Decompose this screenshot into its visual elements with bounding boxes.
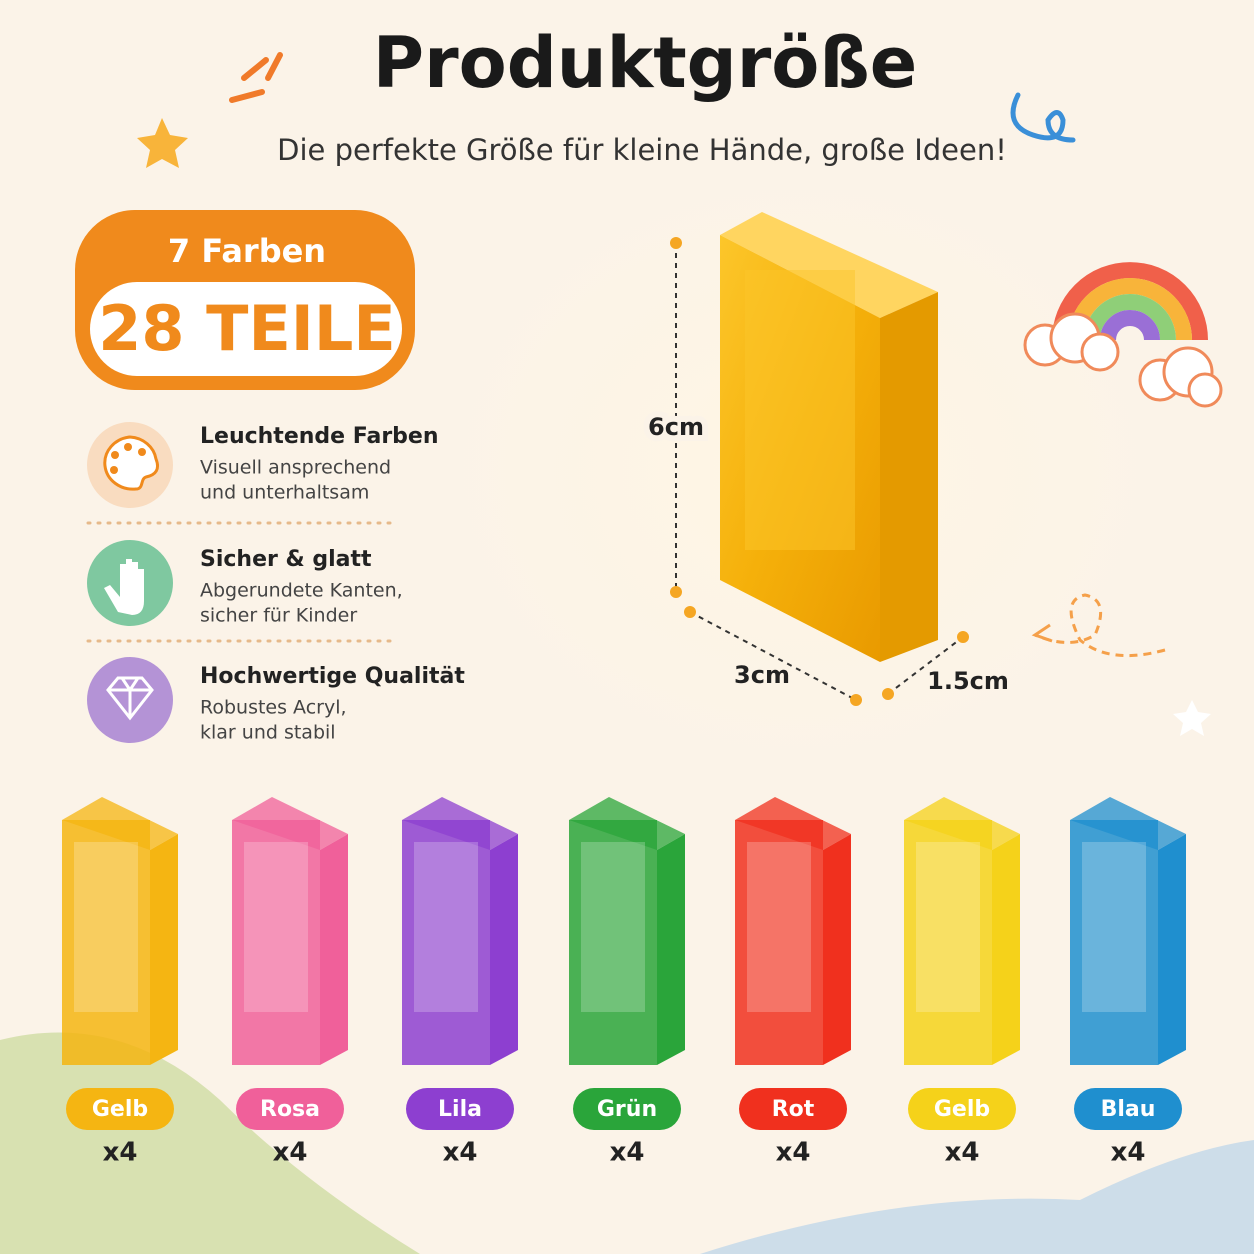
color-pill <box>908 1088 1016 1130</box>
block-shine <box>916 842 980 1012</box>
block-side <box>823 834 851 1065</box>
block-side <box>657 834 685 1065</box>
color-pill <box>236 1088 344 1130</box>
dimension-dots <box>670 237 969 706</box>
color-pill <box>66 1088 174 1130</box>
feature-text: sicher für Kinder <box>200 605 357 627</box>
block-shine <box>1082 842 1146 1012</box>
color-label: Rot <box>772 1097 815 1122</box>
dim-depth: 1.5cm <box>927 667 1009 695</box>
corner-wave <box>0 1032 420 1254</box>
block-side <box>1158 834 1186 1065</box>
color-count: x4 <box>103 1138 138 1168</box>
block-front <box>62 820 150 1065</box>
block-shine <box>244 842 308 1012</box>
subtitle: Die perfekte Größe für kleine Hände, gro… <box>277 133 1007 167</box>
feature-text: klar und stabil <box>200 722 336 744</box>
color-label: Grün <box>597 1097 657 1122</box>
color-label: Lila <box>438 1097 482 1122</box>
dim-height: 6cm <box>648 413 704 441</box>
badge-inner <box>90 282 402 376</box>
block-shine <box>745 270 855 550</box>
feature-text: und unterhaltsam <box>200 482 369 504</box>
corner-wave <box>700 1140 1254 1254</box>
dim-width: 3cm <box>734 661 790 689</box>
color-pill <box>573 1088 681 1130</box>
block-shine <box>414 842 478 1012</box>
star <box>1173 700 1211 736</box>
color-count: x4 <box>610 1138 645 1168</box>
block-front <box>735 820 823 1065</box>
color-count: x4 <box>1111 1138 1146 1168</box>
feature-title: Hochwertige Qualität <box>200 664 465 689</box>
color-label: Rosa <box>260 1097 320 1122</box>
feature-text: Robustes Acryl, <box>200 697 347 719</box>
color-label: Gelb <box>934 1097 990 1122</box>
cloud <box>1023 312 1223 408</box>
color-pill <box>1074 1088 1182 1130</box>
color-list: Gelb x4 Rosa x4 Lila x4 Grün x4 Rot x4 Gelb x4 Blau x… <box>62 797 1186 1168</box>
dimension-lines <box>675 243 964 701</box>
star <box>137 118 188 168</box>
diamond <box>106 676 154 721</box>
block-shine <box>74 842 138 1012</box>
block-shine <box>747 842 811 1012</box>
block-front <box>904 820 992 1065</box>
block-front <box>402 820 490 1065</box>
block-side <box>992 834 1020 1065</box>
badge-top: 7 Farben <box>168 232 326 270</box>
feature-text: Visuell ansprechend <box>200 457 391 479</box>
dashed-arrow <box>1034 593 1166 658</box>
color-count: x4 <box>273 1138 308 1168</box>
color-count: x4 <box>443 1138 478 1168</box>
feature-title: Sicher & glatt <box>200 547 372 572</box>
block-front <box>569 820 657 1065</box>
title: Produktgröße <box>373 22 917 104</box>
block-side <box>490 834 518 1065</box>
swirl <box>1010 92 1076 143</box>
block-front <box>232 820 320 1065</box>
block-side <box>880 292 938 662</box>
color-pill <box>739 1088 847 1130</box>
hand <box>104 559 144 615</box>
color-pill <box>406 1088 514 1130</box>
block-top <box>720 212 938 318</box>
palette-dots <box>110 443 146 474</box>
feature-text: Abgerundete Kanten, <box>200 580 403 602</box>
color-label: Blau <box>1101 1097 1156 1122</box>
features: Leuchtende Farben Visuell ansprechend und … <box>200 424 465 744</box>
feature-title: Leuchtende Farben <box>200 424 439 449</box>
block-side <box>150 834 178 1065</box>
block-side <box>320 834 348 1065</box>
color-count: x4 <box>776 1138 811 1168</box>
arrow-head <box>1031 623 1053 643</box>
color-label: Gelb <box>92 1097 148 1122</box>
color-count: x4 <box>945 1138 980 1168</box>
block-front <box>1070 820 1158 1065</box>
block-shine <box>581 842 645 1012</box>
badge-main: 28 TEILE <box>98 292 395 365</box>
sparkle <box>229 52 283 103</box>
